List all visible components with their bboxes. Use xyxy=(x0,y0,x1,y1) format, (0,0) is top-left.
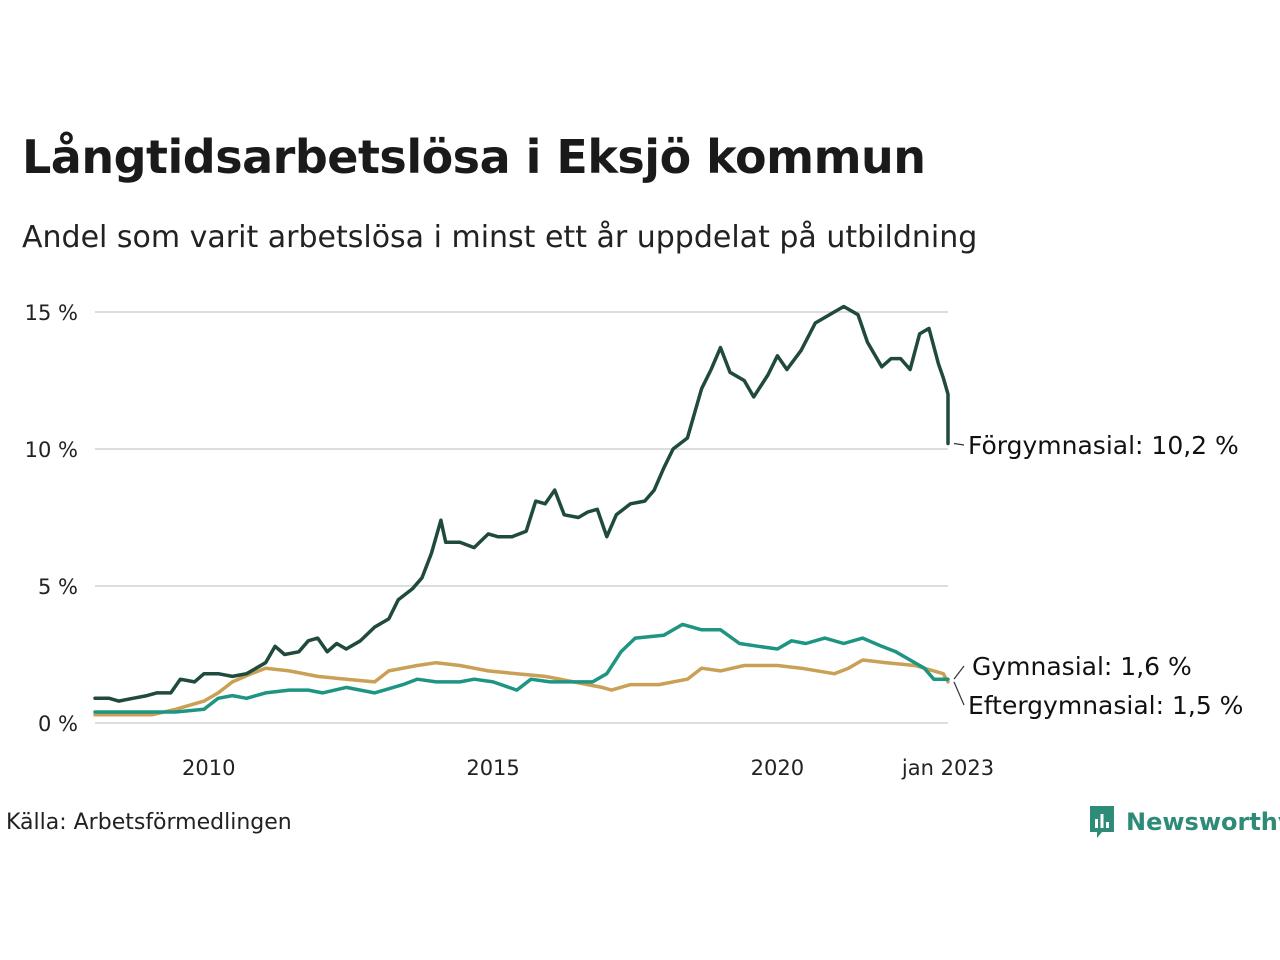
page-subtitle: Andel som varit arbetslösa i minst ett å… xyxy=(22,220,978,255)
x-tick-label: 2010 xyxy=(182,756,235,780)
series-line-forgymnasial xyxy=(93,304,950,703)
source-credit: Källa: Arbetsförmedlingen xyxy=(6,810,292,835)
x-axis: 2010 2015 2020 jan 2023 xyxy=(182,756,994,780)
brand-name: Newsworthy xyxy=(1126,808,1280,836)
series-layer xyxy=(93,304,950,717)
newsworthy-logo-icon xyxy=(1090,806,1114,838)
y-tick-label: 5 % xyxy=(38,575,78,599)
series-line-eftergymnasial xyxy=(93,658,950,717)
x-tick-label: 2015 xyxy=(466,756,519,780)
x-tick-label: jan 2023 xyxy=(901,756,994,780)
y-axis: 0 % 5 % 10 % 15 % xyxy=(25,301,78,736)
page-title: Långtidsarbetslösa i Eksjö kommun xyxy=(22,130,926,184)
leader-line xyxy=(953,442,965,446)
leader-line xyxy=(953,681,965,706)
end-labels: Förgymnasial: 10,2 % Gymnasial: 1,6 % Efte… xyxy=(953,431,1243,720)
end-label-forgymnasial: Förgymnasial: 10,2 % xyxy=(968,431,1239,460)
end-label-eftergymnasial: Eftergymnasial: 1,5 % xyxy=(968,691,1243,720)
y-tick-label: 0 % xyxy=(38,712,78,736)
grid-layer xyxy=(95,311,948,724)
y-tick-label: 15 % xyxy=(25,301,78,325)
series-line-gymnasial xyxy=(93,622,950,714)
leader-line xyxy=(953,665,965,680)
brand-logo[interactable]: Newsworthy xyxy=(1088,804,1280,840)
y-tick-label: 10 % xyxy=(25,438,78,462)
x-tick-label: 2020 xyxy=(751,756,804,780)
end-label-gymnasial: Gymnasial: 1,6 % xyxy=(972,652,1192,681)
